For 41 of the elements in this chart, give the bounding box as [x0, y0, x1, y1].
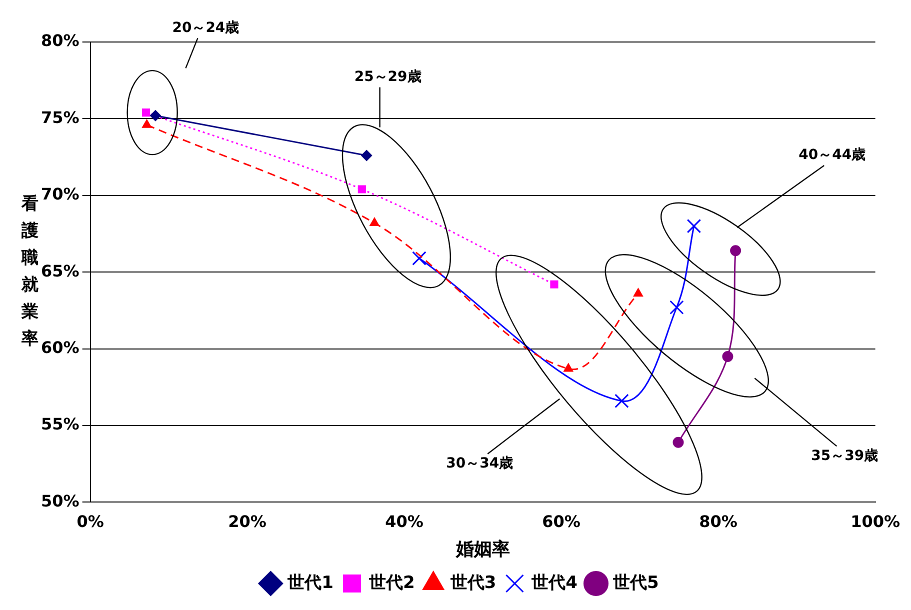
legend-label: 世代2 [368, 572, 415, 593]
point [564, 363, 574, 372]
text: 20～24歳 [172, 20, 240, 36]
point [361, 150, 372, 162]
x-tick-label: 100% [850, 512, 900, 531]
point [142, 108, 150, 117]
y-tick-label: 60% [41, 338, 80, 357]
y-tick-label: 50% [41, 491, 80, 510]
y-axis-title: 看護職就業率 [20, 194, 38, 350]
annotation: 30～34歳 [446, 455, 514, 472]
point [142, 119, 152, 128]
y-tick-label: 80% [41, 31, 80, 50]
legend-label: 世代5 [612, 572, 659, 593]
annotation: 35～39歳 [811, 448, 878, 464]
x-tick-label: 80% [699, 512, 738, 531]
annotation: 25～29歳 [354, 68, 422, 85]
x-tick-label: 60% [542, 512, 580, 531]
legend-label: 世代1 [286, 572, 334, 593]
y-tick-label: 65% [41, 261, 80, 280]
annotation: 40～44歳 [798, 147, 866, 164]
y-tick-label: 75% [41, 108, 80, 127]
point [150, 110, 161, 122]
x-axis-title: 婚姻率 [454, 538, 510, 560]
point [672, 436, 684, 448]
x-tick-label: 40% [385, 512, 424, 531]
point [686, 218, 702, 234]
point [358, 185, 366, 194]
y-tick-label: 70% [41, 184, 80, 204]
point [670, 300, 684, 314]
x-tick-label: 20% [228, 512, 266, 531]
point [614, 394, 629, 408]
point [550, 280, 558, 288]
point [370, 218, 380, 226]
point [633, 288, 644, 297]
legend-label: 世代4 [530, 572, 578, 593]
x-tick-label: 0% [76, 512, 104, 531]
y-tick-label: 55% [41, 414, 80, 434]
point [412, 251, 426, 266]
point [730, 245, 742, 256]
legend-label: 世代3 [449, 572, 496, 593]
point [722, 350, 734, 362]
